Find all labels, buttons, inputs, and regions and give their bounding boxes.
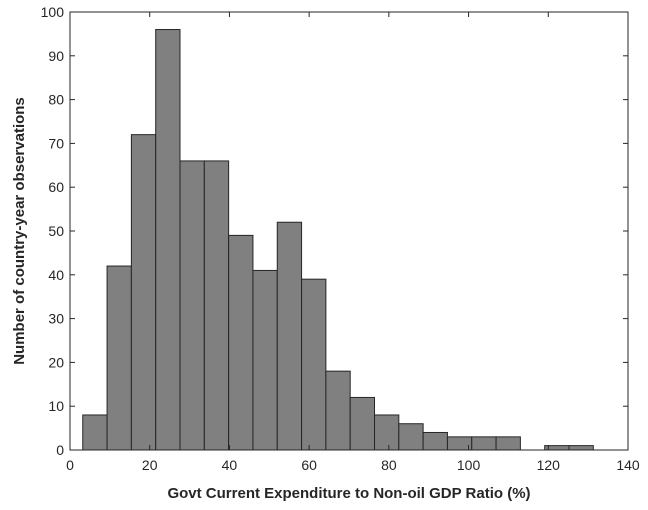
histogram-bar-8 [276, 221, 303, 451]
histogram-bar-14 [422, 431, 448, 451]
y-tick-label: 60 [48, 179, 64, 195]
bars-group [82, 29, 594, 451]
histogram-bar-9 [301, 278, 327, 451]
y-tick-label: 40 [48, 267, 64, 283]
y-tick-label: 30 [48, 311, 64, 327]
y-tick-label: 100 [41, 4, 65, 20]
histogram-bar-13 [398, 423, 424, 451]
y-tick-label: 50 [48, 223, 64, 239]
x-tick-label: 140 [616, 457, 640, 473]
y-axis-label: Number of country-year observations [11, 97, 28, 365]
y-tick-label: 80 [48, 92, 64, 108]
histogram-bar-1 [106, 265, 132, 451]
y-axis-ticks: 0 10 20 30 40 50 60 70 80 90 100 [41, 4, 628, 458]
x-tick-label: 120 [537, 457, 561, 473]
y-tick-label: 20 [48, 354, 64, 370]
histogram-bar-17 [495, 436, 521, 451]
x-axis-ticks: 0 20 40 60 80 100 120 140 [66, 12, 640, 473]
x-tick-label: 0 [66, 457, 74, 473]
histogram-bar-3 [155, 29, 181, 451]
histogram-bar-11 [349, 396, 376, 451]
histogram-bar-20 [568, 445, 594, 451]
histogram-bar-2 [130, 134, 157, 451]
y-tick-label: 70 [48, 135, 64, 151]
y-tick-label: 90 [48, 48, 64, 64]
histogram-bar-5 [203, 160, 230, 451]
histogram-bar-7 [252, 269, 278, 451]
y-tick-label: 10 [48, 398, 64, 414]
x-axis-label: Govt Current Expenditure to Non-oil GDP … [167, 485, 530, 502]
histogram-bar-16 [471, 436, 497, 451]
y-tick-label: 0 [56, 442, 64, 458]
x-tick-label: 80 [381, 457, 397, 473]
x-tick-label: 40 [222, 457, 238, 473]
x-tick-label: 60 [301, 457, 317, 473]
histogram-bar-4 [179, 160, 205, 451]
histogram-bar-10 [325, 370, 351, 451]
histogram-bar-6 [228, 234, 254, 451]
histogram-bar-0 [82, 414, 108, 451]
histogram-bar-12 [374, 414, 400, 451]
x-tick-label: 100 [457, 457, 481, 473]
x-tick-label: 20 [142, 457, 158, 473]
